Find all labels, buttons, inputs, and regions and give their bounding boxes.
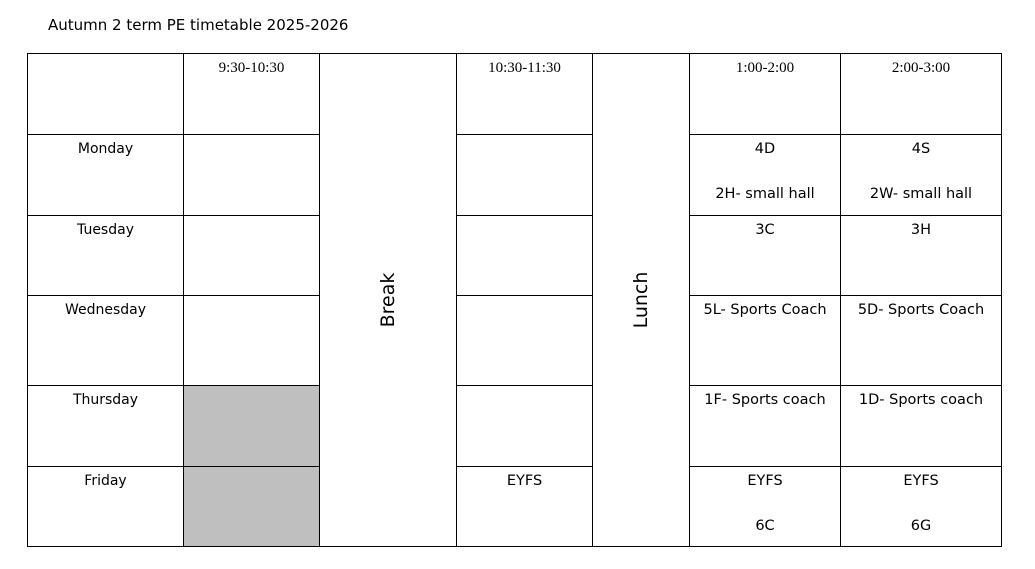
slot-cell bbox=[456, 385, 593, 467]
class-label: 1D- Sports coach bbox=[858, 392, 984, 408]
slot-cell bbox=[456, 134, 593, 216]
day-label: Wednesday bbox=[64, 302, 147, 318]
day-cell: Monday bbox=[27, 134, 184, 216]
day-label: Monday bbox=[77, 141, 134, 157]
slot-cell bbox=[183, 466, 320, 547]
class-label: 5L- Sports Coach bbox=[703, 302, 827, 318]
class-label: 5D- Sports Coach bbox=[857, 302, 985, 318]
class-label: EYFS bbox=[903, 473, 939, 489]
slot-cell: EYFS 6G bbox=[840, 466, 1002, 547]
day-cell: Wednesday bbox=[27, 295, 184, 386]
slot-cell bbox=[183, 385, 320, 467]
break-column: Lunch bbox=[592, 53, 690, 547]
slot-cell bbox=[183, 295, 320, 386]
class-label: 2H- small hall bbox=[715, 186, 815, 202]
header-cell: 1:00-2:00 bbox=[689, 53, 841, 135]
time-slot: 2:00-3:00 bbox=[891, 60, 951, 76]
corner-cell bbox=[27, 53, 184, 135]
slot-cell: 3H bbox=[840, 215, 1002, 296]
slot-cell bbox=[183, 215, 320, 296]
slot-cell: 4D 2H- small hall bbox=[689, 134, 841, 216]
slot-cell: EYFS 6C bbox=[689, 466, 841, 547]
time-slot: 10:30-11:30 bbox=[488, 60, 561, 76]
day-cell: Tuesday bbox=[27, 215, 184, 296]
break-label: Break bbox=[377, 272, 399, 328]
slot-cell: EYFS bbox=[456, 466, 593, 547]
day-label: Thursday bbox=[72, 392, 139, 408]
time-slot: 1:00-2:00 bbox=[735, 60, 795, 76]
slot-cell: 5L- Sports Coach bbox=[689, 295, 841, 386]
slot-cell: 5D- Sports Coach bbox=[840, 295, 1002, 386]
header-cell: 2:00-3:00 bbox=[840, 53, 1002, 135]
slot-cell bbox=[456, 215, 593, 296]
title: Autumn 2 term PE timetable 2025-2026 bbox=[48, 16, 349, 34]
class-label: 6C bbox=[755, 518, 775, 534]
class-label: EYFS bbox=[506, 473, 543, 489]
slot-cell: 4S 2W- small hall bbox=[840, 134, 1002, 216]
class-label: EYFS bbox=[747, 473, 783, 489]
day-cell: Thursday bbox=[27, 385, 184, 467]
class-label: 6G bbox=[910, 518, 932, 534]
day-label: Friday bbox=[84, 473, 127, 489]
header-cell: 10:30-11:30 bbox=[456, 53, 593, 135]
class-label: 4S bbox=[911, 141, 931, 157]
class-label: 3C bbox=[755, 222, 775, 238]
class-label: 3H bbox=[910, 222, 932, 238]
class-label: 4D bbox=[754, 141, 776, 157]
slot-cell: 1F- Sports coach bbox=[689, 385, 841, 467]
break-label: Lunch bbox=[630, 271, 652, 329]
break-column: Break bbox=[319, 53, 457, 547]
day-cell: Friday bbox=[27, 466, 184, 547]
header-cell: 9:30-10:30 bbox=[183, 53, 320, 135]
class-label: 2W- small hall bbox=[869, 186, 973, 202]
slot-cell bbox=[183, 134, 320, 216]
class-label: 1F- Sports coach bbox=[704, 392, 826, 408]
time-slot: 9:30-10:30 bbox=[218, 60, 285, 76]
slot-cell: 3C bbox=[689, 215, 841, 296]
slot-cell bbox=[456, 295, 593, 386]
day-label: Tuesday bbox=[77, 222, 134, 238]
slot-cell: 1D- Sports coach bbox=[840, 385, 1002, 467]
